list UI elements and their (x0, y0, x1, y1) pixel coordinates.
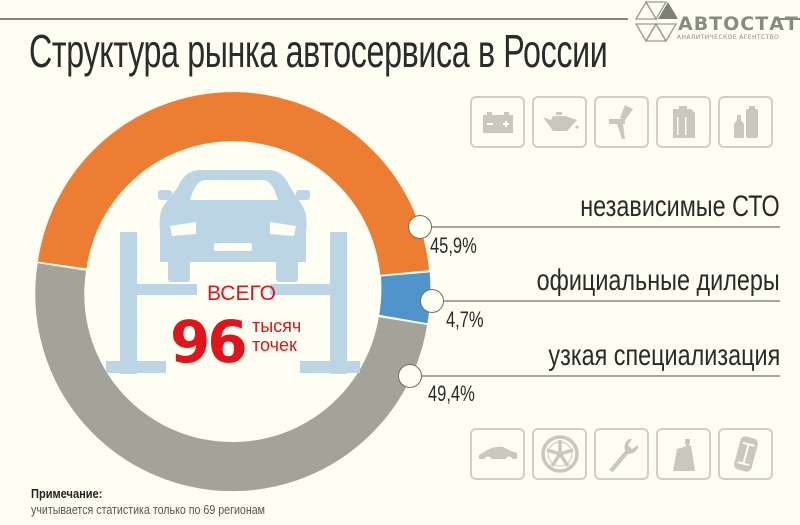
car-body-icon (470, 428, 525, 480)
percent-specialized: 49,4% (428, 381, 475, 406)
icon-row-bottom (470, 428, 773, 480)
wrench-icon (594, 428, 649, 480)
label-dealers: официальные дилеры (536, 264, 780, 297)
page-title: Структура рынка автосервиса в России (29, 25, 608, 77)
note-text: учитывается статистика только по 69 реги… (31, 502, 265, 517)
oil-can-icon (532, 96, 587, 148)
icon-row-top (470, 96, 773, 148)
battery-icon (470, 96, 525, 148)
segment-independent[interactable] (37, 92, 430, 276)
total-value: 96 (170, 308, 248, 376)
note-heading: Примечание: (31, 486, 103, 501)
label-independent: независимые СТО (580, 190, 780, 223)
label-specialized: узкая специализация (548, 339, 780, 372)
bottles-icon (718, 96, 773, 148)
spray-can-icon (656, 428, 711, 480)
marker-independent (408, 215, 432, 239)
autostat-logo-icon (634, 0, 678, 43)
total-unit-line2: точек (252, 335, 297, 355)
marker-specialized (398, 364, 422, 388)
percent-dealers: 4,7% (446, 307, 484, 332)
marker-dealers (420, 289, 444, 313)
header-rule-right (775, 18, 800, 20)
spray-gun-icon (594, 96, 649, 148)
wheel-rim-icon (532, 428, 587, 480)
segment-dealers[interactable] (379, 272, 431, 324)
logo-name: АВТОСТАТ (678, 13, 799, 35)
jerrycan-icon (656, 96, 711, 148)
logo-subtitle: АНАЛИТИЧЕСКОЕ АГЕНТСТВО (677, 34, 780, 41)
segment-specialized[interactable] (35, 263, 428, 492)
total-unit: тысяч точек (252, 317, 301, 355)
percent-independent: 45,9% (430, 233, 477, 258)
total-unit-line1: тысяч (252, 316, 302, 336)
header-rule-left (0, 18, 628, 20)
total-label: ВСЕГО (207, 282, 277, 305)
chassis-icon (718, 428, 773, 480)
